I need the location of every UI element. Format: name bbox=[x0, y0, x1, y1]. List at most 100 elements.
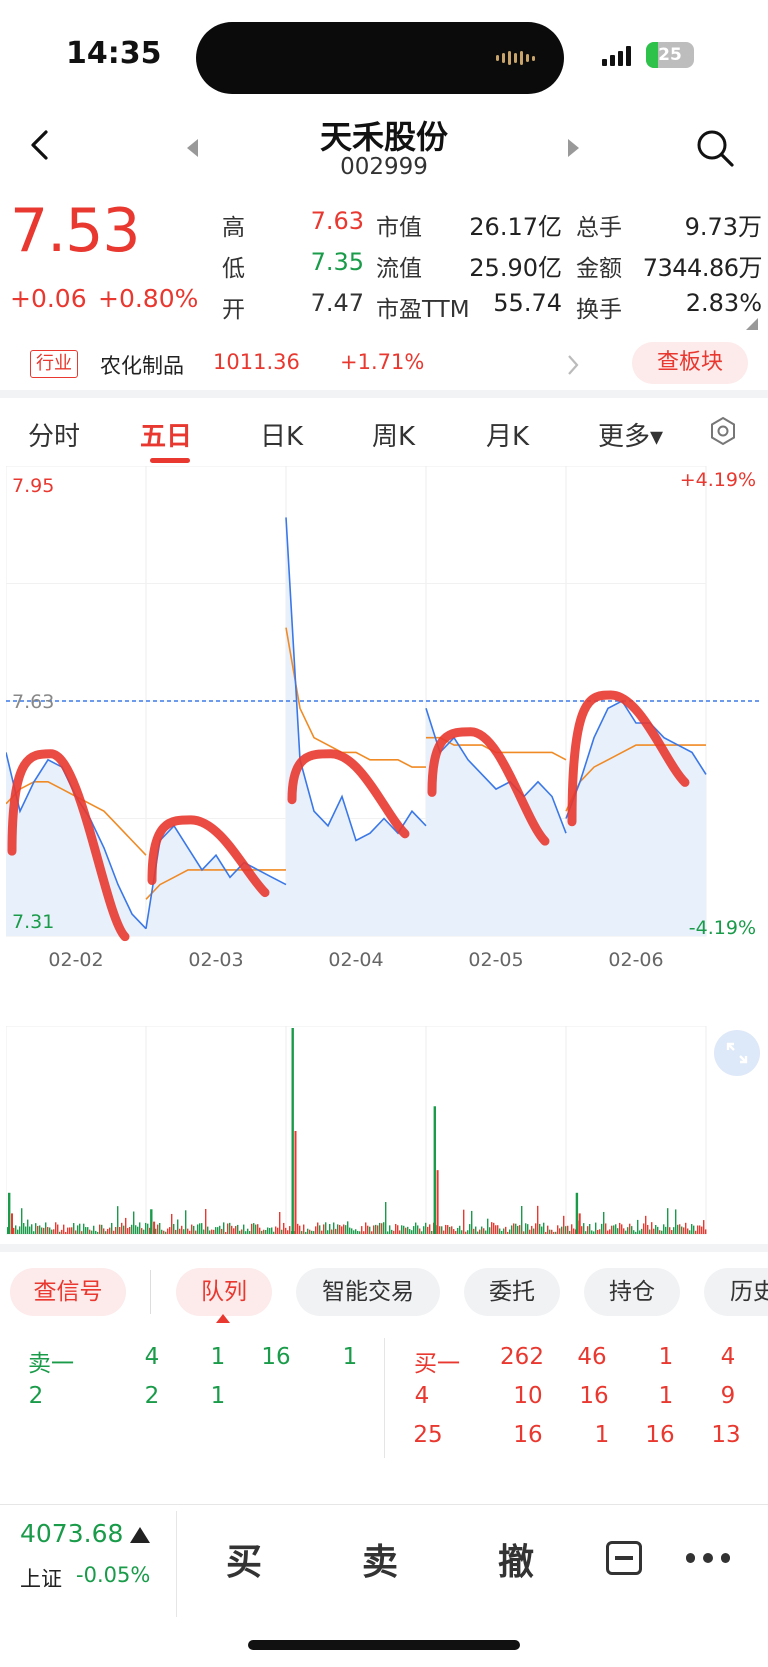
volume-bar bbox=[313, 1231, 315, 1234]
volume-bar bbox=[275, 1226, 277, 1234]
price-series-02-05 bbox=[425, 708, 567, 834]
next-stock-icon[interactable] bbox=[566, 138, 580, 158]
avg-series-02-04 bbox=[285, 627, 426, 768]
volume-bar bbox=[199, 1223, 201, 1234]
volume-bar bbox=[401, 1225, 403, 1234]
price-series-02-03 bbox=[145, 824, 287, 929]
tab-positions[interactable]: 持仓 bbox=[584, 1268, 680, 1316]
volume-bar bbox=[207, 1226, 209, 1234]
volume-bar bbox=[375, 1224, 377, 1234]
minus-icon[interactable] bbox=[606, 1541, 642, 1575]
volume-bar bbox=[161, 1229, 163, 1234]
stat-value-market-cap: 26.17亿 bbox=[469, 213, 562, 241]
settings-icon[interactable] bbox=[708, 416, 738, 446]
search-icon[interactable] bbox=[695, 128, 735, 168]
index-change-pct[interactable]: -0.05% bbox=[76, 1563, 151, 1587]
stock-code: 002999 bbox=[340, 154, 428, 180]
volume-bar bbox=[503, 1228, 505, 1234]
stat-value-pe: 55.74 bbox=[493, 289, 562, 317]
check-signal-button[interactable]: 查信号 bbox=[10, 1268, 126, 1316]
volume-bar bbox=[39, 1225, 41, 1234]
more-icon[interactable] bbox=[686, 1553, 730, 1563]
stat-label-market-cap: 市值 bbox=[376, 215, 422, 241]
volume-bar bbox=[187, 1228, 189, 1234]
volume-bar bbox=[311, 1230, 313, 1234]
tab-five-day[interactable]: 五日 bbox=[140, 422, 193, 452]
volume-bar bbox=[285, 1227, 287, 1234]
volume-bar bbox=[623, 1228, 625, 1234]
index-value[interactable]: 4073.68 bbox=[20, 1519, 124, 1548]
volume-bar bbox=[465, 1231, 467, 1234]
current-price: 7.53 bbox=[10, 196, 141, 266]
volume-bar bbox=[357, 1230, 359, 1234]
volume-bar bbox=[473, 1228, 475, 1234]
sell-queue-cell: 1 bbox=[210, 1344, 226, 1370]
volume-bar bbox=[137, 1226, 139, 1234]
index-name[interactable]: 上证 bbox=[20, 1567, 62, 1591]
volume-bar bbox=[391, 1229, 393, 1234]
tab-intraday[interactable]: 分时 bbox=[28, 422, 81, 452]
volume-bar bbox=[515, 1223, 517, 1234]
volume-bar bbox=[677, 1224, 679, 1234]
tab-daily-k[interactable]: 日K bbox=[260, 422, 304, 452]
volume-bar bbox=[609, 1229, 611, 1234]
corner-expand-icon[interactable] bbox=[746, 318, 758, 330]
tab-smart-trading[interactable]: 智能交易 bbox=[296, 1268, 440, 1316]
buy-queue-cell: 25 bbox=[413, 1422, 443, 1448]
volume-bar bbox=[177, 1219, 179, 1234]
y-label-top: 7.95 bbox=[12, 475, 54, 497]
buy-queue-cell: 4 bbox=[414, 1383, 430, 1409]
volume-bar bbox=[637, 1219, 639, 1234]
volume-bar bbox=[121, 1222, 123, 1234]
cancel-order-button[interactable]: 撤 bbox=[498, 1542, 535, 1583]
dynamic-island[interactable] bbox=[196, 22, 564, 94]
volume-bar bbox=[359, 1231, 361, 1234]
back-icon[interactable] bbox=[26, 130, 56, 160]
tab-monthly-k[interactable]: 月K bbox=[486, 422, 530, 452]
tab-orders[interactable]: 委托 bbox=[464, 1268, 560, 1316]
tab-weekly-k[interactable]: 周K bbox=[372, 422, 416, 452]
sell-queue-cell: 1 bbox=[210, 1383, 226, 1409]
volume-bar bbox=[267, 1227, 269, 1234]
price-change-pct: +0.80% bbox=[98, 284, 199, 313]
volume-bar bbox=[689, 1230, 691, 1234]
expand-chart-icon[interactable] bbox=[714, 1030, 760, 1076]
stat-label-pe: 市盈TTM bbox=[376, 297, 470, 323]
industry-bar[interactable]: 行业 农化制品 1011.36 +1.71% 查板块 bbox=[0, 336, 768, 390]
volume-bar bbox=[499, 1228, 501, 1234]
volume-bar bbox=[339, 1224, 341, 1234]
tab-queue[interactable]: 队列 bbox=[176, 1268, 272, 1316]
tab-history[interactable]: 历史 bbox=[704, 1268, 768, 1316]
volume-bar bbox=[517, 1225, 519, 1234]
volume-bar bbox=[625, 1230, 627, 1234]
audio-wave-icon bbox=[496, 51, 540, 65]
sell-queue-cell: 2 bbox=[28, 1383, 44, 1409]
view-sector-button[interactable]: 查板块 bbox=[632, 342, 748, 384]
volume-bar bbox=[235, 1226, 237, 1234]
price-chart[interactable]: 7.95 7.31 7.63 +4.19% -4.19% 02-02 02-03 0… bbox=[6, 466, 762, 1012]
volume-bar bbox=[107, 1228, 109, 1234]
volume-bar bbox=[455, 1231, 457, 1234]
volume-bar bbox=[655, 1225, 657, 1234]
sell-button[interactable]: 卖 bbox=[362, 1542, 399, 1583]
volume-bar bbox=[297, 1223, 299, 1234]
volume-bar bbox=[325, 1222, 327, 1234]
stat-value-amount: 7344.86万 bbox=[642, 254, 763, 282]
volume-bar bbox=[55, 1222, 57, 1234]
volume-bar bbox=[427, 1226, 429, 1234]
volume-bar bbox=[253, 1223, 255, 1234]
buy-button[interactable]: 买 bbox=[226, 1542, 263, 1583]
stat-label-low: 低 bbox=[222, 256, 245, 282]
prev-stock-icon[interactable] bbox=[186, 138, 200, 158]
tab-more[interactable]: 更多▾ bbox=[598, 422, 664, 452]
section-separator bbox=[0, 1244, 768, 1252]
volume-bar bbox=[497, 1225, 499, 1234]
volume-chart[interactable] bbox=[6, 1026, 762, 1236]
volume-bar bbox=[525, 1223, 527, 1234]
volume-bar bbox=[117, 1206, 119, 1234]
battery-fill bbox=[646, 42, 658, 68]
volume-bar bbox=[31, 1224, 33, 1234]
volume-spike bbox=[153, 1221, 156, 1234]
volume-bar bbox=[415, 1222, 417, 1234]
volume-bar bbox=[615, 1224, 617, 1234]
